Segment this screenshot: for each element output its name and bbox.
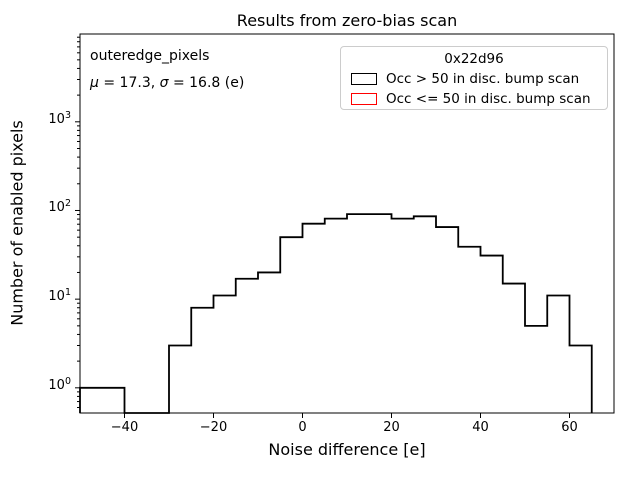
x-tick-label: 40 — [472, 420, 489, 435]
axes-frame — [79, 33, 615, 414]
annotation: outeredge_pixels μ = 17.3, σ = 16.8 (e) — [90, 43, 244, 97]
mu-symbol: μ — [90, 75, 99, 91]
annotation-stats: μ = 17.3, σ = 16.8 (e) — [90, 70, 244, 97]
legend-title: 0x22d96 — [444, 51, 504, 67]
x-tick-label: 0 — [298, 420, 307, 435]
legend-label: Occ <= 50 in disc. bump scan — [386, 91, 591, 107]
x-tick-label: 20 — [383, 420, 400, 435]
sigma-value: = 16.8 (e) — [168, 75, 245, 91]
legend-entry: Occ > 50 in disc. bump scan — [341, 69, 607, 89]
chart-title: Results from zero-bias scan — [236, 11, 458, 30]
x-tick-label: 60 — [561, 420, 578, 435]
annotation-dataset-name: outeredge_pixels — [90, 48, 210, 64]
x-tick-label: −40 — [110, 420, 139, 435]
legend-entry: Occ <= 50 in disc. bump scan — [341, 89, 607, 109]
y-tick-label: 101 — [48, 287, 71, 305]
y-tick-label: 103 — [48, 109, 71, 127]
sigma-symbol: σ — [159, 75, 169, 91]
y-tick-label: 102 — [48, 198, 71, 216]
x-axis-label: Noise difference [e] — [268, 440, 426, 459]
mu-value: = 17.3, — [98, 75, 160, 91]
x-tick-label: −20 — [199, 420, 228, 435]
histogram-step-line — [79, 213, 593, 414]
legend-swatch-black-step — [351, 73, 377, 85]
legend-label: Occ > 50 in disc. bump scan — [386, 71, 580, 87]
legend: 0x22d96 Occ > 50 in disc. bump scan Occ … — [340, 46, 608, 110]
y-tick-label: 100 — [48, 375, 71, 393]
legend-swatch-red-step — [351, 93, 377, 105]
